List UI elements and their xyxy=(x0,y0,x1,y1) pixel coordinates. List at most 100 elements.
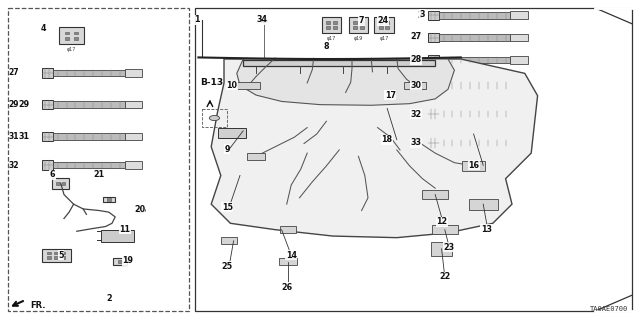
Text: 3: 3 xyxy=(420,10,425,19)
Bar xyxy=(56,182,60,185)
Bar xyxy=(52,178,69,189)
Bar xyxy=(113,258,127,265)
Text: 29: 29 xyxy=(9,100,19,109)
Bar xyxy=(42,100,53,109)
Bar xyxy=(247,153,265,160)
Bar xyxy=(125,133,143,140)
Bar xyxy=(202,109,227,127)
Bar xyxy=(511,139,529,147)
Bar xyxy=(385,26,389,29)
Text: 27: 27 xyxy=(410,32,422,41)
Text: 20: 20 xyxy=(134,205,145,214)
Text: 1: 1 xyxy=(195,15,200,24)
Bar xyxy=(61,252,65,254)
Text: 9: 9 xyxy=(225,145,230,154)
Bar xyxy=(333,21,337,24)
Bar xyxy=(439,57,511,63)
Text: 2: 2 xyxy=(106,294,111,303)
Bar xyxy=(385,21,389,24)
Text: φ17: φ17 xyxy=(327,36,336,41)
Bar xyxy=(218,128,246,138)
Bar xyxy=(195,8,632,311)
Text: 24: 24 xyxy=(377,16,388,25)
Text: 28: 28 xyxy=(410,56,422,64)
Bar xyxy=(439,12,511,19)
Text: 32: 32 xyxy=(9,161,19,170)
Circle shape xyxy=(209,115,220,121)
Bar xyxy=(353,26,357,29)
Bar xyxy=(428,138,439,148)
Text: 8: 8 xyxy=(324,42,329,51)
Text: 32: 32 xyxy=(412,110,422,119)
Bar xyxy=(125,101,143,108)
Text: 19: 19 xyxy=(122,256,134,265)
Text: φ17: φ17 xyxy=(67,47,76,52)
Bar xyxy=(428,55,439,65)
Text: FR.: FR. xyxy=(30,301,45,310)
Circle shape xyxy=(136,208,145,213)
Bar xyxy=(47,256,51,259)
Bar xyxy=(439,82,511,89)
Text: 29: 29 xyxy=(19,100,30,109)
Text: 12: 12 xyxy=(436,217,447,226)
Bar xyxy=(54,256,58,259)
Bar xyxy=(404,82,426,90)
Bar xyxy=(322,17,341,33)
Bar xyxy=(432,225,458,234)
Text: 33: 33 xyxy=(412,138,422,147)
Bar xyxy=(221,237,237,244)
Bar xyxy=(101,230,134,242)
Bar xyxy=(47,252,51,254)
Text: 17: 17 xyxy=(385,91,396,100)
Bar xyxy=(65,37,69,40)
Text: 7: 7 xyxy=(359,16,364,25)
Bar xyxy=(65,32,69,34)
Bar xyxy=(54,252,58,254)
Bar xyxy=(107,198,111,201)
Text: 31: 31 xyxy=(9,132,19,141)
Bar xyxy=(42,68,53,78)
Bar xyxy=(42,160,53,170)
Text: 16: 16 xyxy=(468,161,479,170)
Bar xyxy=(463,161,485,171)
Bar xyxy=(374,17,394,33)
Text: 30: 30 xyxy=(410,81,422,90)
Text: 15: 15 xyxy=(221,203,233,212)
Bar xyxy=(125,69,143,77)
Text: 6: 6 xyxy=(50,170,55,179)
Bar xyxy=(468,198,498,210)
Bar xyxy=(353,21,357,24)
Text: 11: 11 xyxy=(119,225,131,234)
Text: 14: 14 xyxy=(285,251,297,260)
Bar xyxy=(118,260,122,263)
Text: B-13: B-13 xyxy=(200,78,223,87)
Bar xyxy=(360,26,364,29)
Text: 31: 31 xyxy=(19,132,30,141)
Bar xyxy=(511,34,529,41)
Bar xyxy=(61,182,65,185)
Bar xyxy=(74,32,78,34)
Bar xyxy=(74,37,78,40)
Bar xyxy=(280,226,296,233)
Bar xyxy=(349,17,368,33)
Text: 27: 27 xyxy=(8,68,19,77)
Bar xyxy=(431,242,452,256)
Bar xyxy=(59,27,84,44)
Bar xyxy=(511,11,529,19)
Bar xyxy=(439,140,511,146)
Circle shape xyxy=(260,19,268,23)
Bar xyxy=(511,82,529,89)
Polygon shape xyxy=(237,59,454,105)
Bar xyxy=(428,33,439,42)
Bar xyxy=(511,110,529,118)
Text: φ19: φ19 xyxy=(354,36,363,41)
Bar xyxy=(279,258,297,265)
Bar xyxy=(42,249,70,262)
Text: 10: 10 xyxy=(226,81,237,90)
Text: 4: 4 xyxy=(41,24,46,33)
Text: 25: 25 xyxy=(221,262,233,271)
Text: 3: 3 xyxy=(417,11,422,20)
Bar xyxy=(422,190,448,199)
Bar xyxy=(237,82,260,90)
Text: 32: 32 xyxy=(410,110,422,119)
